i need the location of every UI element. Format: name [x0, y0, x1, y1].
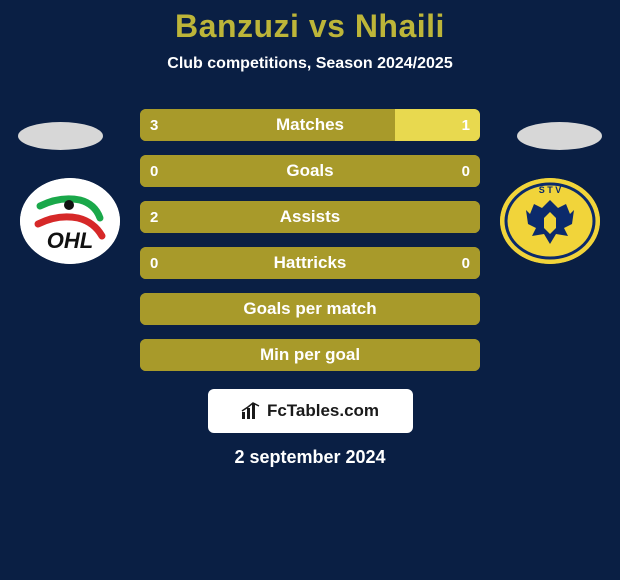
svg-text:OHL: OHL [47, 228, 93, 253]
ohl-logo-icon: OHL [20, 178, 120, 264]
stat-row: Goals per match [140, 293, 480, 325]
player-oval-right [517, 122, 602, 150]
bar-value-right: 0 [452, 247, 480, 279]
club-badge-right: S T V [500, 178, 600, 264]
stvv-logo-icon: S T V [500, 178, 600, 264]
bar-value-left: 2 [140, 201, 168, 233]
date-text: 2 september 2024 [0, 447, 620, 468]
stat-row: Matches3 1 [140, 109, 480, 141]
bar-label: Assists [140, 201, 480, 233]
page-title: Banzuzi vs Nhaili [0, 8, 620, 45]
bar-label: Hattricks [140, 247, 480, 279]
bar-label: Matches [140, 109, 480, 141]
stat-row: Goals0 0 [140, 155, 480, 187]
bar-label: Min per goal [140, 339, 480, 371]
bar-label: Goals per match [140, 293, 480, 325]
stat-row: Hattricks0 0 [140, 247, 480, 279]
comparison-card: Banzuzi vs Nhaili Club competitions, Sea… [0, 0, 620, 580]
player-oval-left [18, 122, 103, 150]
page-subtitle: Club competitions, Season 2024/2025 [0, 55, 620, 73]
bar-value-left: 3 [140, 109, 168, 141]
stat-row: Assists2 [140, 201, 480, 233]
watermark-badge: FcTables.com [208, 389, 413, 433]
chart-icon [241, 402, 261, 420]
bar-value-right: 1 [452, 109, 480, 141]
svg-text:S T V: S T V [539, 185, 562, 195]
stat-bars: Matches31Goals00Assists2Hattricks00Goals… [140, 109, 480, 371]
club-badge-left: OHL [20, 178, 120, 264]
stat-row: Min per goal [140, 339, 480, 371]
bar-label: Goals [140, 155, 480, 187]
watermark-text: FcTables.com [267, 401, 379, 421]
bar-value-left: 0 [140, 247, 168, 279]
bar-value-right: 0 [452, 155, 480, 187]
bar-value-left: 0 [140, 155, 168, 187]
